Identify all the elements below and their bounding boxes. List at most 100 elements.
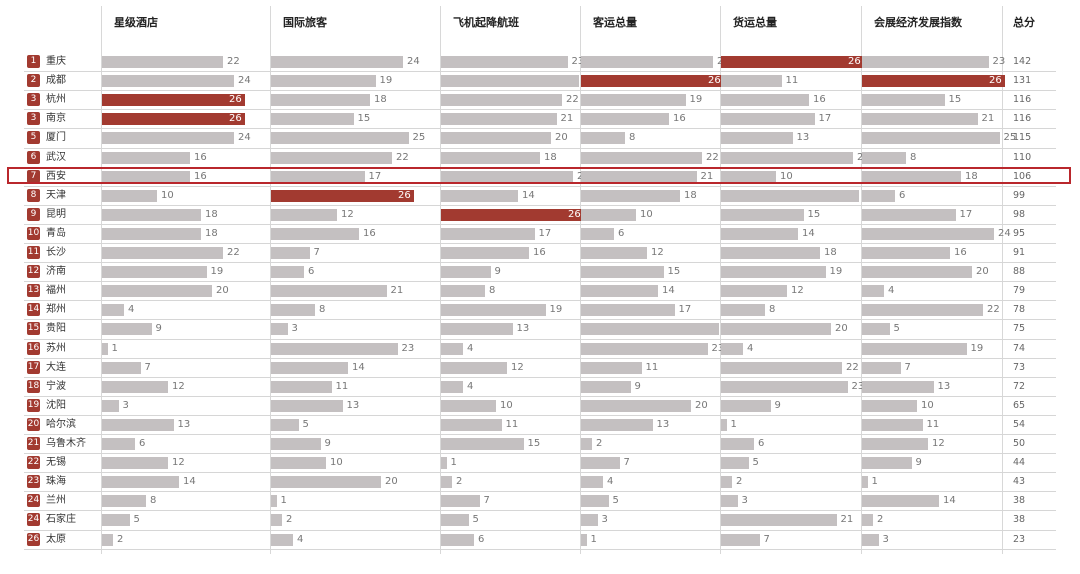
value-label-passenger: 21 — [700, 171, 714, 182]
value-label-hotel: 24 — [238, 132, 251, 143]
bar-convention — [862, 457, 912, 469]
bar-convention — [862, 94, 945, 106]
value-label-hotel: 26 — [229, 94, 242, 105]
value-label-flights: 13 — [516, 323, 530, 334]
bar-intl — [271, 343, 398, 355]
bar-passenger — [581, 228, 614, 240]
bar-intl — [271, 285, 387, 297]
bar-flights — [441, 113, 557, 125]
value-label-hotel: 5 — [133, 514, 140, 525]
value-label-convention: 25 — [1003, 132, 1017, 143]
bar-convention — [862, 247, 950, 259]
row-divider — [24, 491, 1056, 492]
value-label-hotel: 2 — [117, 534, 124, 545]
value-label-intl: 7 — [313, 247, 320, 258]
row-divider — [24, 262, 1056, 263]
bar-intl — [271, 190, 414, 202]
rank-badge: 16 — [27, 342, 40, 355]
value-label-passenger: 15 — [667, 266, 681, 277]
bar-hotel — [102, 323, 152, 335]
bar-hotel — [102, 381, 168, 393]
bar-flights — [441, 457, 447, 469]
value-label-freight: 12 — [791, 285, 804, 296]
row-divider — [24, 148, 1056, 149]
value-label-freight: 19 — [829, 266, 843, 277]
row-divider — [24, 549, 1056, 550]
value-label-intl: 6 — [308, 266, 315, 277]
bar-passenger — [581, 285, 658, 297]
bar-intl — [271, 209, 337, 221]
bar-convention — [862, 113, 978, 125]
rank-badge: 21 — [27, 437, 40, 450]
bar-passenger — [581, 514, 598, 526]
rank-badge: 6 — [27, 151, 40, 164]
rank-badge: 12 — [27, 265, 40, 278]
bar-passenger — [581, 495, 609, 507]
value-label-flights: 12 — [511, 362, 524, 373]
row-divider — [24, 472, 1056, 473]
bar-freight — [721, 285, 787, 297]
rank-badge: 7 — [27, 170, 40, 183]
value-label-freight: 5 — [752, 457, 759, 468]
value-label-passenger: 1 — [590, 534, 597, 545]
bar-passenger — [581, 304, 675, 316]
column-header-hotel: 星级酒店 — [114, 16, 158, 29]
city-name: 杭州 — [46, 94, 66, 105]
value-label-intl: 1 — [280, 495, 287, 506]
value-label-freight: 18 — [824, 247, 837, 258]
bar-flights — [441, 343, 463, 355]
column-divider — [720, 6, 721, 554]
bar-freight — [721, 534, 760, 546]
column-header-total: 总分 — [1013, 16, 1035, 29]
value-label-hotel: 24 — [238, 75, 251, 86]
total-score: 99 — [1013, 190, 1026, 201]
bar-intl — [271, 228, 359, 240]
value-label-intl: 13 — [346, 400, 360, 411]
value-label-intl: 14 — [352, 362, 365, 373]
bar-convention — [862, 304, 983, 316]
bar-freight — [721, 362, 842, 374]
total-score: 65 — [1013, 400, 1026, 411]
bar-flights — [441, 534, 474, 546]
bar-freight — [721, 132, 793, 144]
city-name: 福州 — [46, 285, 66, 296]
value-label-flights: 16 — [533, 247, 546, 258]
rank-badge: 8 — [27, 189, 40, 202]
value-label-intl: 15 — [357, 113, 371, 124]
total-score: 115 — [1013, 132, 1032, 143]
rank-badge: 10 — [27, 227, 40, 240]
row-divider — [24, 71, 1056, 72]
bar-flights — [441, 362, 507, 374]
rank-badge: 13 — [27, 284, 40, 297]
value-label-hotel: 18 — [205, 209, 218, 220]
bar-convention — [862, 438, 928, 450]
total-score: 54 — [1013, 419, 1026, 430]
bar-flights — [441, 304, 546, 316]
value-label-intl: 25 — [412, 132, 426, 143]
value-label-convention: 26 — [989, 75, 1002, 86]
value-label-convention: 22 — [987, 304, 1000, 315]
bar-intl — [271, 419, 299, 431]
bar-hotel — [102, 438, 135, 450]
bar-passenger — [581, 419, 653, 431]
bar-passenger — [581, 457, 620, 469]
rank-badge: 24 — [27, 494, 40, 507]
column-header-freight: 货运总量 — [733, 16, 777, 29]
bar-intl — [271, 438, 321, 450]
bar-freight — [721, 190, 859, 202]
bar-freight — [721, 228, 798, 240]
bar-passenger — [581, 343, 708, 355]
bar-freight — [721, 400, 771, 412]
bar-intl — [271, 56, 403, 68]
bar-flights — [441, 381, 463, 393]
value-label-freight: 6 — [758, 438, 765, 449]
value-label-freight: 8 — [769, 304, 776, 315]
total-score: 38 — [1013, 495, 1026, 506]
city-name: 青岛 — [46, 228, 66, 239]
bar-convention — [862, 381, 934, 393]
bar-passenger — [581, 171, 697, 183]
city-name: 珠海 — [46, 476, 66, 487]
bar-flights — [441, 190, 518, 202]
value-label-intl: 9 — [324, 438, 331, 449]
